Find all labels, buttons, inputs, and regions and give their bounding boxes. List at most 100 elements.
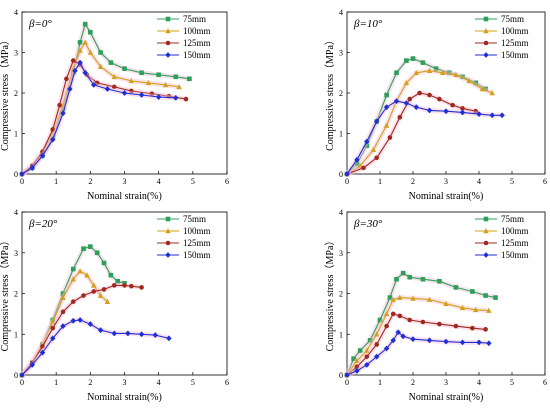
data-point <box>387 295 393 300</box>
data-point <box>19 171 25 177</box>
data-point <box>397 313 403 319</box>
data-point <box>374 118 380 125</box>
data-point <box>384 323 389 329</box>
data-point <box>410 295 416 301</box>
legend-swatch-marker <box>165 216 171 222</box>
data-point <box>420 60 426 65</box>
data-point <box>410 56 416 61</box>
x-tick-label: 6 <box>225 177 229 186</box>
legend-entry-150mm: 150mm <box>475 250 529 260</box>
data-point <box>183 96 189 102</box>
data-point <box>364 347 370 353</box>
x-tick-label: 5 <box>510 378 514 387</box>
data-point <box>70 266 76 272</box>
data-point <box>499 112 505 119</box>
data-point <box>364 143 370 148</box>
data-point <box>427 92 432 98</box>
data-point <box>111 330 117 337</box>
x-tick-label: 5 <box>191 177 195 186</box>
data-point <box>50 325 56 331</box>
data-point <box>459 304 466 311</box>
data-point <box>361 165 366 171</box>
legend-entry-100mm: 100mm <box>475 26 529 36</box>
data-point <box>39 152 46 159</box>
data-point <box>111 73 117 80</box>
series-150mm <box>19 317 172 378</box>
data-point <box>39 349 46 356</box>
series-150mm <box>344 329 492 378</box>
data-point <box>60 294 66 300</box>
legend-swatch-marker <box>483 28 489 34</box>
y-tick-label: 0 <box>14 170 18 179</box>
data-point <box>155 94 162 100</box>
chart-panel-1: 0 1 2 3 4 5 6 0 1 2 3 4 Nominal strain(%) Compressive… <box>0 8 229 202</box>
data-point <box>81 293 86 298</box>
data-point <box>187 76 192 82</box>
plot-frame <box>21 211 228 376</box>
data-point <box>354 357 360 364</box>
y-tick-label: 4 <box>14 208 18 217</box>
series-band <box>345 68 494 177</box>
data-point <box>351 356 356 361</box>
data-point <box>84 272 90 278</box>
data-point <box>50 130 56 136</box>
data-point <box>413 104 419 111</box>
data-point <box>354 156 360 163</box>
y-tick-label: 4 <box>14 8 18 17</box>
x-tick-label: 2 <box>88 378 92 387</box>
data-point <box>483 327 488 332</box>
data-point <box>364 361 370 368</box>
y-tick-label: 3 <box>339 249 343 258</box>
data-point <box>70 70 76 76</box>
legend-label: 75mm <box>183 14 206 24</box>
data-point <box>400 270 406 276</box>
y-tick-label: 2 <box>339 290 343 299</box>
legend-entry-150mm: 150mm <box>475 50 529 60</box>
data-point <box>383 122 390 128</box>
data-point <box>60 110 66 117</box>
data-point <box>70 299 76 304</box>
data-point <box>493 295 498 300</box>
data-point <box>395 329 401 336</box>
legend-swatch-marker <box>483 252 489 258</box>
x-tick-label: 2 <box>411 177 415 186</box>
data-point <box>407 274 412 280</box>
legend-label: 75mm <box>183 214 206 224</box>
series-line <box>346 100 503 175</box>
series-150mm <box>344 98 505 177</box>
data-point <box>403 100 410 107</box>
x-tick-label: 1 <box>54 177 58 186</box>
data-point <box>447 70 452 76</box>
data-point <box>374 331 380 337</box>
x-tick-label: 2 <box>88 177 92 186</box>
data-point <box>426 296 433 302</box>
y-axis-title: Compressive stress（MPa） <box>0 35 11 151</box>
data-point <box>57 102 62 108</box>
x-tick-label: 0 <box>20 378 24 387</box>
chart-panel-3: 0 1 2 3 4 5 6 0 1 2 3 4 Nominal strain(%) Compressive… <box>0 208 229 403</box>
plot-frame <box>346 11 546 175</box>
y-tick-label: 1 <box>14 130 18 139</box>
data-point <box>115 278 120 284</box>
data-point <box>121 90 128 96</box>
x-tick-label: 1 <box>54 378 58 387</box>
data-point <box>404 58 409 63</box>
data-point <box>479 86 485 92</box>
data-point <box>384 92 389 98</box>
data-point <box>104 298 111 304</box>
legend-label: 100mm <box>501 226 529 236</box>
y-axis-title: Compressive stress（MPa） <box>324 236 336 352</box>
data-point <box>94 80 100 86</box>
data-point <box>470 325 475 331</box>
y-axis-title: Compressive stress（MPa） <box>324 35 336 151</box>
data-point <box>459 109 466 116</box>
x-tick-label: 0 <box>20 177 24 186</box>
y-axis-title: Compressive stress（MPa） <box>0 236 11 352</box>
data-point <box>77 40 83 45</box>
chart-panel-2: 0 1 2 3 4 5 6 0 1 2 3 4 Nominal strain(%) Compressive… <box>324 8 547 202</box>
data-point <box>453 285 459 290</box>
panel-title: β=10° <box>353 18 383 30</box>
data-point <box>400 333 406 340</box>
data-point <box>111 84 117 90</box>
